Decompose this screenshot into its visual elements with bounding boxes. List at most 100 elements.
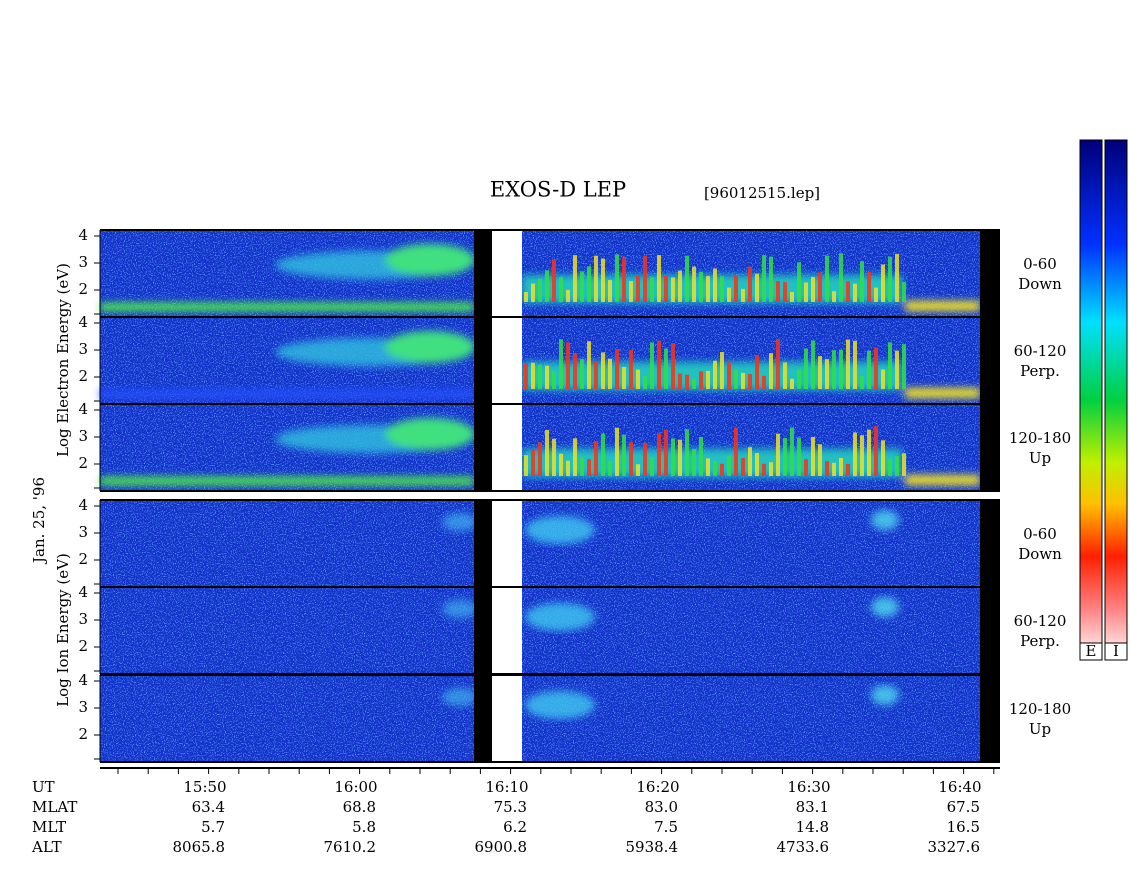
- orbit-value: 16:10: [485, 778, 528, 796]
- feature: [741, 288, 745, 302]
- feature: [797, 262, 801, 302]
- orbit-value: 5938.4: [626, 838, 679, 856]
- feature: [692, 378, 696, 389]
- feature: [608, 280, 612, 302]
- feature: [664, 275, 668, 302]
- feature: [846, 463, 850, 476]
- feature: [650, 277, 654, 302]
- feature: [538, 278, 542, 302]
- feature: [839, 349, 843, 389]
- feature: [601, 433, 605, 476]
- row-label: ALT: [31, 838, 62, 856]
- features: [100, 244, 980, 311]
- orbit-value: 7610.2: [324, 838, 377, 856]
- orbit-value: 63.4: [192, 798, 225, 816]
- data-gap: [492, 230, 522, 317]
- feature: [636, 464, 640, 476]
- feature: [622, 434, 626, 476]
- feature: [678, 439, 682, 476]
- feature: [671, 438, 675, 476]
- orbit-value: 3327.6: [928, 838, 981, 856]
- feature: [636, 369, 640, 389]
- date-label: Jan. 25, '96: [30, 477, 48, 565]
- feature: [720, 276, 724, 302]
- feature: [559, 339, 563, 389]
- features: [442, 597, 899, 631]
- feature: [895, 456, 899, 476]
- feature: [664, 429, 668, 476]
- feature: [552, 438, 556, 476]
- file-name: [96012515.lep]: [704, 184, 820, 202]
- y-tick-label: 3: [78, 523, 88, 541]
- data-gap: [492, 587, 522, 674]
- orbit-value: 4733.6: [777, 838, 830, 856]
- colorbar-box: [1104, 642, 1128, 661]
- feature: [871, 685, 899, 705]
- feature: [860, 261, 864, 302]
- feature: [776, 280, 780, 302]
- y-tick-label: 2: [78, 637, 88, 655]
- feature: [839, 457, 843, 476]
- feature: [706, 276, 710, 302]
- feature: [741, 372, 745, 389]
- feature: [643, 255, 647, 302]
- feature: [522, 362, 902, 390]
- feature: [769, 256, 773, 302]
- feature: [552, 371, 556, 389]
- feature: [720, 352, 724, 389]
- feature: [524, 455, 528, 476]
- feature: [895, 350, 899, 389]
- feature: [888, 459, 892, 476]
- feature: [692, 266, 696, 302]
- feature: [601, 258, 605, 302]
- data-gap: [492, 675, 522, 762]
- data-gap: [474, 404, 492, 491]
- orbit-value: 14.8: [796, 818, 829, 836]
- y-tick-label: 3: [78, 698, 88, 716]
- pitch-angle-label: Down: [1018, 275, 1062, 293]
- feature: [727, 287, 731, 302]
- features: [100, 418, 980, 485]
- row-label: MLAT: [32, 798, 77, 816]
- feature: [100, 303, 474, 311]
- pitch-angle-range: 120-180: [1009, 429, 1071, 447]
- y-tick-label: 3: [78, 610, 88, 628]
- orbit-value: 75.3: [494, 798, 527, 816]
- feature: [685, 374, 689, 389]
- feature: [790, 291, 794, 302]
- data-gap: [474, 230, 492, 317]
- feature: [643, 375, 647, 389]
- feature: [797, 369, 801, 389]
- orbit-value: 5.7: [201, 818, 225, 836]
- feature: [573, 255, 577, 302]
- feature: [867, 429, 871, 476]
- data-gap: [492, 317, 522, 404]
- feature: [727, 455, 731, 476]
- pitch-angle-range: 60-120: [1014, 612, 1067, 630]
- y-tick-label: 3: [78, 340, 88, 358]
- pitch-angle-label: Up: [1029, 720, 1051, 738]
- feature: [522, 449, 902, 477]
- feature: [100, 390, 474, 398]
- feature: [881, 264, 885, 302]
- feature: [790, 427, 794, 476]
- y-tick-label: 3: [78, 427, 88, 445]
- orbit-value: 83.1: [796, 798, 829, 816]
- feature: [545, 270, 549, 302]
- feature: [713, 268, 717, 302]
- data-gap: [980, 587, 1000, 674]
- feature: [685, 429, 689, 476]
- feature: [664, 348, 668, 389]
- feature: [587, 458, 591, 476]
- orbit-value: 16:00: [334, 778, 377, 796]
- feature: [622, 256, 626, 302]
- feature: [755, 273, 759, 302]
- orbit-value: 6.2: [503, 818, 527, 836]
- feature: [762, 255, 766, 302]
- pitch-angle-range: 120-180: [1009, 700, 1071, 718]
- feature: [580, 271, 584, 302]
- feature: [860, 435, 864, 476]
- y-tick-label: 4: [78, 496, 88, 514]
- feature: [783, 362, 787, 389]
- feature: [545, 365, 549, 389]
